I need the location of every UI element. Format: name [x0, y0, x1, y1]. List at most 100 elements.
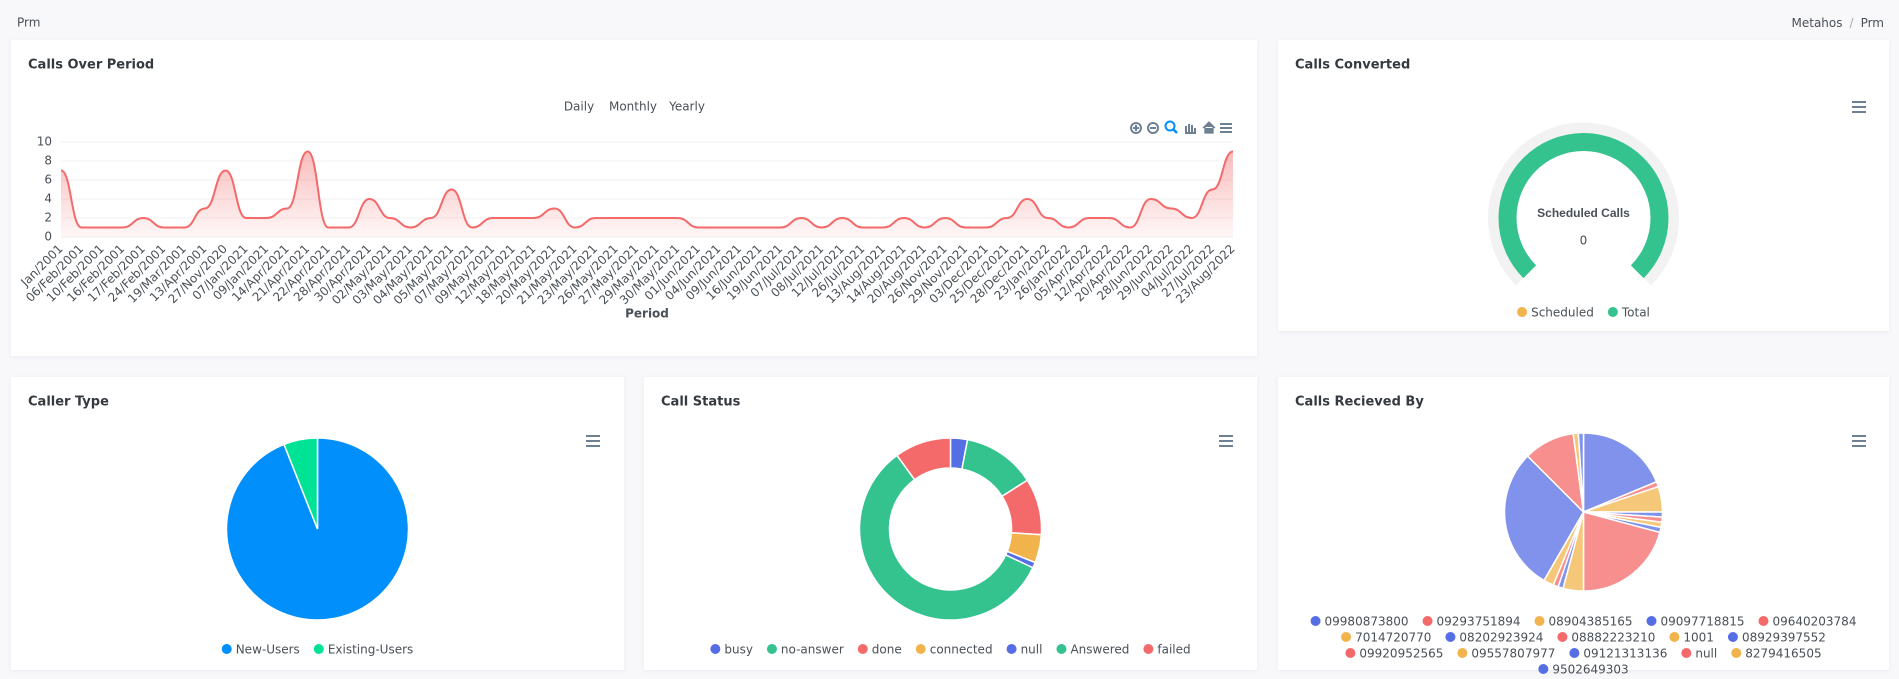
- legend-marker: [1534, 616, 1545, 626]
- legend-label: 08882223210: [1571, 631, 1655, 645]
- legend-item[interactable]: 7014720770: [1341, 631, 1431, 645]
- legend-marker: [1517, 307, 1528, 317]
- legend-marker: [1310, 616, 1321, 626]
- card-title: Call Status: [661, 395, 741, 410]
- breadcrumb: Metahos / Prm: [1792, 16, 1884, 30]
- legend-marker: [1607, 307, 1618, 317]
- legend-marker: [313, 644, 324, 654]
- range-button[interactable]: Daily: [564, 100, 594, 114]
- radial-bar: [1498, 133, 1669, 279]
- legend-item[interactable]: null: [1006, 643, 1043, 657]
- legend-item[interactable]: busy: [710, 643, 753, 657]
- legend-item[interactable]: done: [857, 643, 902, 657]
- y-tick-label: 4: [44, 192, 52, 206]
- legend-label: 09980873800: [1325, 615, 1409, 629]
- legend-label: New-Users: [236, 643, 300, 657]
- legend-label: failed: [1157, 643, 1190, 657]
- slice: [858, 454, 1034, 621]
- legend-label: Scheduled: [1531, 306, 1594, 320]
- legend-marker: [1538, 664, 1549, 674]
- menu-icon[interactable]: [1852, 101, 1866, 113]
- legend-marker: [1345, 648, 1356, 658]
- legend-item[interactable]: 09640203784: [1758, 615, 1856, 629]
- y-tick-label: 2: [44, 211, 52, 225]
- range-button[interactable]: Monthly: [609, 100, 657, 114]
- legend-label: 09293751894: [1437, 615, 1521, 629]
- legend-marker: [1445, 632, 1456, 642]
- legend-label: 08904385165: [1549, 615, 1633, 629]
- breadcrumb-separator: /: [1850, 16, 1855, 30]
- legend-item[interactable]: 08904385165: [1534, 615, 1633, 629]
- legend-marker: [1006, 644, 1017, 654]
- legend-item[interactable]: failed: [1143, 643, 1191, 657]
- legend-marker: [1669, 632, 1680, 642]
- legend-marker: [1731, 648, 1742, 658]
- legend-marker: [766, 644, 777, 654]
- legend-marker: [710, 644, 721, 654]
- legend-item[interactable]: 9502649303: [1538, 663, 1629, 677]
- legend-marker: [1727, 632, 1738, 642]
- legend-item[interactable]: Total: [1607, 306, 1650, 320]
- legend-label: Existing-Users: [328, 643, 413, 657]
- legend-item[interactable]: null: [1681, 647, 1717, 661]
- legend-marker: [1457, 648, 1468, 658]
- legend-item[interactable]: connected: [915, 643, 993, 657]
- legend-label: 09557807977: [1471, 647, 1555, 661]
- legend-marker: [1143, 644, 1154, 654]
- legend-item[interactable]: Answered: [1056, 643, 1129, 657]
- page-title: Prm: [17, 16, 40, 30]
- legend-label: busy: [724, 643, 753, 657]
- legend-item[interactable]: 08202923924: [1445, 631, 1543, 645]
- y-tick-label: 8: [44, 154, 52, 168]
- legend-item[interactable]: 1001: [1669, 631, 1714, 645]
- legend-item[interactable]: 09121313136: [1569, 647, 1667, 661]
- legend: Scheduled Total: [1517, 306, 1650, 320]
- legend-label: Answered: [1070, 643, 1129, 657]
- legend-item[interactable]: Scheduled: [1517, 306, 1594, 320]
- range-button[interactable]: Yearly: [668, 100, 705, 114]
- legend-item[interactable]: 09293751894: [1422, 615, 1521, 629]
- legend-label: no-answer: [781, 643, 844, 657]
- legend-label: 8279416505: [1745, 647, 1821, 661]
- y-tick-label: 0: [44, 230, 52, 244]
- legend-marker: [1422, 616, 1433, 626]
- legend-item[interactable]: 09980873800: [1310, 615, 1409, 629]
- legend: busy no-answer done connected null Answered fa…: [710, 643, 1191, 657]
- gauge-value: 0: [1580, 234, 1588, 248]
- breadcrumb-item[interactable]: Metahos: [1792, 16, 1843, 30]
- legend-label: 09121313136: [1583, 647, 1667, 661]
- menu-icon[interactable]: [1219, 435, 1233, 447]
- menu-icon[interactable]: [586, 435, 600, 447]
- menu-icon[interactable]: [1852, 435, 1866, 447]
- y-tick-label: 6: [44, 173, 52, 187]
- legend-label: 08202923924: [1459, 631, 1543, 645]
- legend-marker: [221, 644, 232, 654]
- card-title: Calls Recieved By: [1295, 395, 1424, 410]
- chart-toolbar[interactable]: [1130, 120, 1232, 134]
- gauge-label: Scheduled Calls: [1537, 206, 1630, 220]
- legend-item[interactable]: 08882223210: [1557, 631, 1655, 645]
- legend-label: 08929397552: [1742, 631, 1826, 645]
- legend-marker: [1557, 632, 1568, 642]
- legend-item[interactable]: 09557807977: [1457, 647, 1555, 661]
- legend-item[interactable]: no-answer: [766, 643, 844, 657]
- breadcrumb-item: Prm: [1861, 16, 1884, 30]
- legend-item[interactable]: New-Users: [221, 643, 300, 657]
- legend-item[interactable]: 09097718815: [1646, 615, 1744, 629]
- legend-item[interactable]: 08929397552: [1727, 631, 1826, 645]
- legend-item[interactable]: 8279416505: [1731, 647, 1822, 661]
- y-tick-label: 10: [37, 135, 52, 149]
- legend-marker: [1646, 616, 1657, 626]
- card: [644, 377, 1257, 670]
- legend-label: null: [1021, 643, 1043, 657]
- legend-marker: [1569, 648, 1580, 658]
- card: [1278, 40, 1889, 331]
- legend-item[interactable]: 09920952565: [1345, 647, 1443, 661]
- legend-marker: [857, 644, 868, 654]
- legend-marker: [1681, 648, 1692, 658]
- legend-marker: [915, 644, 926, 654]
- legend-item[interactable]: Existing-Users: [313, 643, 413, 657]
- legend-label: null: [1695, 647, 1717, 661]
- legend-label: 7014720770: [1355, 631, 1431, 645]
